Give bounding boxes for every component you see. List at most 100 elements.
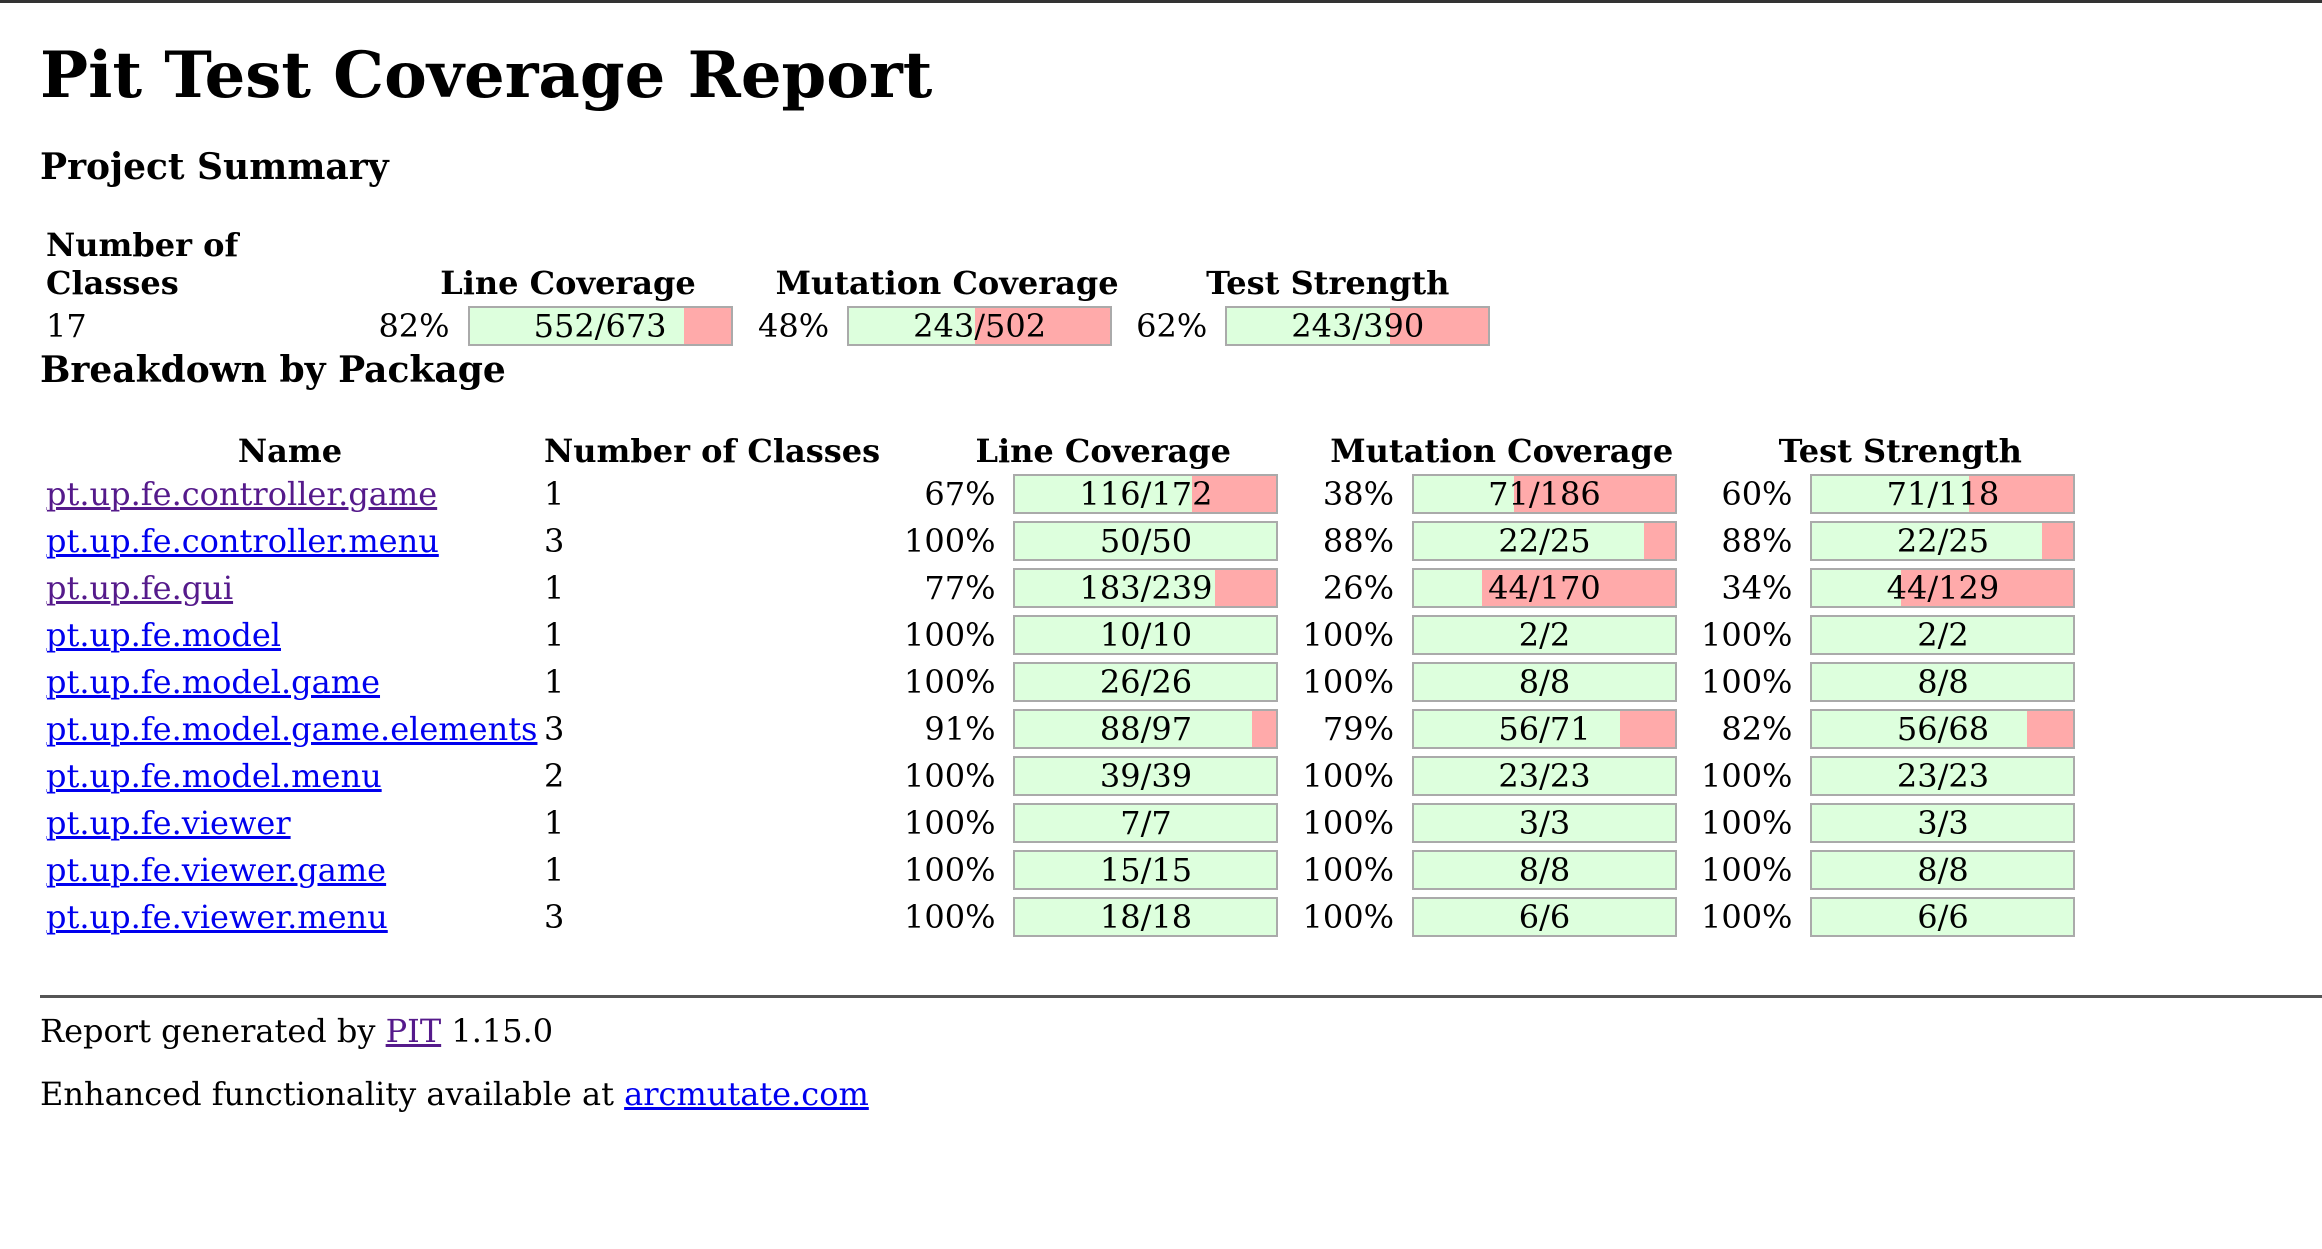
package-row: pt.up.fe.model.game.elements 3 91% 88/97 79%… [40,705,2099,752]
package-line-percent: 100% [904,756,996,795]
page-title: Pit Test Coverage Report [40,38,933,113]
package-classes-count: 3 [544,521,565,560]
summary-header-row: Number of Classes Line Coverage Mutation… [40,226,1514,302]
package-row: pt.up.fe.model 1 100% 10/10 100% 2/2 100% 2/2 [40,611,2099,658]
package-name-cell: pt.up.fe.viewer.game [40,846,540,893]
package-row: pt.up.fe.viewer.game 1 100% 15/15 100% 8/8 100… [40,846,2099,893]
summary-row: 17 82% 552/673 48% 243/502 62% 243/390 [40,302,1514,349]
package-name-cell: pt.up.fe.model [40,611,540,658]
generated-by-text: Report generated by [40,1012,386,1050]
breakdown-header-row: Name Number of Classes Line Coverage Mut… [40,430,2099,470]
package-line-bar: 7/7 [1013,799,1302,846]
breakdown-heading: Breakdown by Package [40,349,506,391]
package-mutation-bar: 44/170 [1411,564,1701,611]
package-strength-bar: 6/6 [1810,893,2099,940]
project-summary-table: Number of Classes Line Coverage Mutation… [40,226,1514,349]
package-strength-bar: 23/23 [1810,752,2099,799]
package-strength-bar: 8/8 [1810,658,2099,705]
package-name-cell: pt.up.fe.controller.game [40,470,540,517]
package-link[interactable]: pt.up.fe.viewer [46,803,291,842]
package-strength-bar: 71/118 [1810,470,2099,517]
summary-line-bar: 552/673 [467,302,758,349]
package-line-percent: 100% [904,850,996,889]
package-breakdown-table: Name Number of Classes Line Coverage Mut… [40,430,2099,940]
package-name-cell: pt.up.fe.gui [40,564,540,611]
summary-header-mutation: Mutation Coverage [775,264,1119,302]
package-mutation-percent: 100% [1302,897,1394,936]
package-line-bar: 18/18 [1013,893,1302,940]
package-link[interactable]: pt.up.fe.controller.game [46,474,438,513]
package-link[interactable]: pt.up.fe.model.menu [46,756,382,795]
package-name-cell: pt.up.fe.controller.menu [40,517,540,564]
package-link[interactable]: pt.up.fe.gui [46,568,234,607]
package-name-cell: pt.up.fe.viewer.menu [40,893,540,940]
package-link[interactable]: pt.up.fe.model [46,615,281,654]
package-mutation-percent: 79% [1322,709,1394,748]
package-row: pt.up.fe.controller.menu 3 100% 50/50 88% 22/… [40,517,2099,564]
package-line-bar: 183/239 [1013,564,1302,611]
breakdown-header-strength: Test Strength [1778,432,2022,470]
package-strength-percent: 88% [1721,521,1793,560]
breakdown-header-classes: Number of Classes [544,432,881,470]
package-line-percent: 100% [904,615,996,654]
package-line-bar: 50/50 [1013,517,1302,564]
package-link[interactable]: pt.up.fe.model.game.elements [46,709,538,748]
summary-classes-count: 17 [46,306,87,345]
breakdown-header-mutation: Mutation Coverage [1330,432,1674,470]
package-strength-bar: 56/68 [1810,705,2099,752]
package-strength-percent: 100% [1700,897,1793,936]
package-link[interactable]: pt.up.fe.viewer.menu [46,897,388,936]
package-line-percent: 100% [904,662,996,701]
arcmutate-link[interactable]: arcmutate.com [624,1075,869,1113]
summary-mutation-bar: 243/502 [847,302,1136,349]
package-line-bar: 26/26 [1013,658,1302,705]
breakdown-header-line: Line Coverage [975,432,1231,470]
package-line-bar: 10/10 [1013,611,1302,658]
package-mutation-percent: 100% [1302,756,1394,795]
summary-strength-percent: 62% [1136,306,1208,345]
package-mutation-percent: 38% [1322,474,1394,513]
summary-mutation-percent: 48% [758,306,830,345]
pit-version: 1.15.0 [441,1012,554,1050]
package-classes-count: 1 [544,474,565,513]
package-link[interactable]: pt.up.fe.viewer.game [46,850,387,889]
package-row: pt.up.fe.model.game 1 100% 26/26 100% 8/8 100%… [40,658,2099,705]
package-row: pt.up.fe.gui 1 77% 183/239 26% 44/170 34% 44/12… [40,564,2099,611]
package-mutation-bar: 23/23 [1411,752,1701,799]
package-mutation-percent: 88% [1322,521,1394,560]
package-name-cell: pt.up.fe.model.game.elements [40,705,540,752]
package-mutation-bar: 8/8 [1411,658,1701,705]
package-row: pt.up.fe.viewer.menu 3 100% 18/18 100% 6/6 100… [40,893,2099,940]
package-strength-percent: 100% [1700,850,1793,889]
package-strength-bar: 44/129 [1810,564,2099,611]
package-line-percent: 91% [924,709,996,748]
package-mutation-bar: 22/25 [1411,517,1701,564]
package-classes-count: 1 [544,850,565,889]
top-rule [0,0,2322,3]
package-row: pt.up.fe.model.menu 2 100% 39/39 100% 23/23 10… [40,752,2099,799]
pit-link[interactable]: PIT [385,1012,442,1050]
package-line-percent: 100% [904,897,996,936]
project-summary-heading: Project Summary [40,146,389,188]
package-mutation-percent: 100% [1302,662,1394,701]
package-strength-percent: 100% [1700,803,1793,842]
package-line-percent: 67% [924,474,996,513]
package-classes-count: 1 [544,615,565,654]
package-mutation-bar: 71/186 [1411,470,1701,517]
package-link[interactable]: pt.up.fe.model.game [46,662,381,701]
package-strength-bar: 8/8 [1810,846,2099,893]
package-rows: pt.up.fe.controller.game 1 67% 116/172 38% 71… [40,470,2099,940]
package-line-percent: 100% [904,803,996,842]
package-mutation-percent: 26% [1322,568,1394,607]
package-mutation-percent: 100% [1302,850,1394,889]
package-classes-count: 3 [544,897,565,936]
summary-line-percent: 82% [378,306,450,345]
package-name-cell: pt.up.fe.model.menu [40,752,540,799]
package-line-percent: 100% [904,521,996,560]
package-classes-count: 1 [544,568,565,607]
package-row: pt.up.fe.viewer 1 100% 7/7 100% 3/3 100% 3/3 [40,799,2099,846]
package-strength-bar: 22/25 [1810,517,2099,564]
package-link[interactable]: pt.up.fe.controller.menu [46,521,439,560]
package-line-bar: 15/15 [1013,846,1302,893]
package-strength-percent: 60% [1721,474,1793,513]
